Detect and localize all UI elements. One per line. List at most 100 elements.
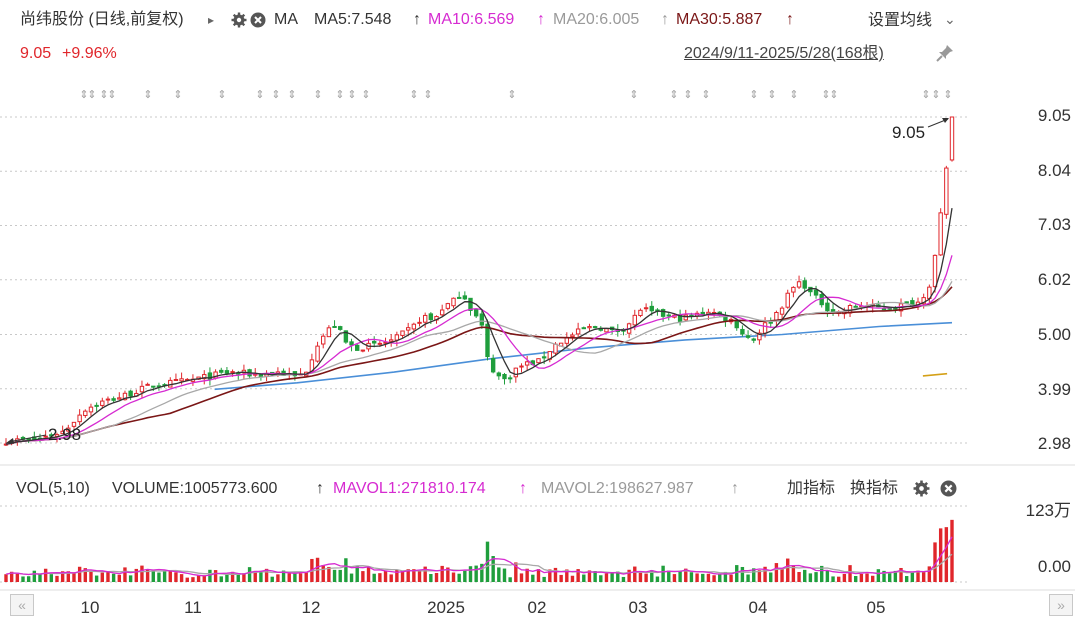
- ma10-arrow-icon: ↑: [537, 11, 545, 28]
- event-marker-icon: ⇕: [347, 89, 356, 101]
- candle-body: [683, 314, 688, 321]
- volume-bar: [372, 573, 376, 582]
- candle-body: [83, 410, 88, 417]
- volume-bar: [247, 567, 252, 582]
- volume-bar: [225, 574, 229, 582]
- candle-body: [762, 322, 768, 334]
- indicator-close-icon[interactable]: [940, 480, 957, 502]
- candle-body: [173, 378, 179, 381]
- event-marker-icon: ⇕: [173, 89, 182, 101]
- candle-body: [105, 398, 111, 401]
- volume-bar: [123, 567, 127, 582]
- candle-body: [779, 307, 785, 315]
- candle-body: [581, 327, 586, 330]
- event-marker-icon: ⇕: [629, 89, 638, 101]
- event-marker-icon: ⇕: [287, 89, 296, 101]
- candle-body: [219, 369, 224, 373]
- volume-bar: [876, 569, 881, 582]
- candle-body: [439, 309, 445, 316]
- indicator-gear-icon[interactable]: [913, 480, 930, 502]
- volume-bar: [100, 572, 104, 582]
- candle-body: [638, 309, 643, 317]
- volume-bar: [769, 572, 773, 582]
- volume-bar: [616, 571, 620, 582]
- candle-body: [666, 314, 671, 317]
- scroll-right-button[interactable]: »: [1049, 594, 1073, 616]
- close-icon[interactable]: [250, 12, 266, 33]
- volume-bar: [417, 571, 422, 582]
- volume-bar: [253, 570, 257, 582]
- switch-indicator-button[interactable]: 换指标: [850, 480, 899, 497]
- candle-body: [179, 378, 184, 382]
- volume-bar: [157, 572, 161, 582]
- pin-icon[interactable]: [936, 44, 954, 67]
- volume-bar: [293, 571, 297, 582]
- candle-body: [490, 358, 496, 373]
- chevron-down-icon[interactable]: ⌄: [944, 11, 956, 27]
- volume-bar: [4, 574, 8, 582]
- volume-bar: [270, 576, 274, 582]
- candle-body: [575, 328, 581, 335]
- volume-bar: [423, 566, 427, 582]
- volume-bar: [298, 573, 303, 582]
- volume-bar: [921, 571, 926, 582]
- candle-body: [502, 374, 507, 380]
- volume-bar: [21, 576, 25, 582]
- candle-body: [791, 286, 796, 293]
- low-arrow-icon: [7, 434, 47, 443]
- volume-bar: [644, 573, 648, 582]
- candle-body: [122, 392, 128, 401]
- mavol2-value: MAVOL2:198627.987: [541, 480, 694, 497]
- candle-body: [751, 338, 756, 341]
- high-arrow-head-icon: [942, 118, 949, 123]
- ma-label: MA: [274, 11, 298, 28]
- volume-bar: [463, 570, 467, 582]
- candle-body: [417, 321, 422, 324]
- event-marker-icon: ⇕: [749, 89, 758, 101]
- volume-bar: [729, 574, 733, 582]
- x-tick-label: 05: [866, 598, 886, 617]
- add-indicator-button[interactable]: 加指标: [787, 480, 836, 497]
- candle-body: [388, 339, 394, 342]
- candle-body: [932, 254, 938, 288]
- candle-body: [536, 358, 541, 364]
- vol-zero-label: 0.00: [1037, 557, 1071, 576]
- event-marker-icon: ⇕: [87, 89, 96, 101]
- gear-icon[interactable]: [231, 12, 247, 33]
- volume-bar: [128, 575, 133, 582]
- stock-name[interactable]: 尚纬股份 (日线,前复权): [20, 11, 184, 28]
- caret-right-icon[interactable]: ▸: [208, 13, 215, 27]
- volume-bar: [60, 571, 65, 582]
- settings-ma-button[interactable]: 设置均线: [868, 12, 933, 29]
- volume-bar: [870, 575, 875, 582]
- ma5-value: MA5:7.548: [314, 11, 392, 28]
- volume-bar: [395, 569, 399, 582]
- volume-bar: [565, 569, 569, 582]
- volume-bar: [43, 568, 48, 582]
- volume-bar: [236, 574, 240, 582]
- volume-bar: [672, 574, 677, 582]
- volume-bar: [106, 571, 110, 582]
- candle-body: [796, 281, 802, 288]
- candle-body: [785, 292, 790, 308]
- event-marker-icon: ⇕: [767, 89, 776, 101]
- volume-bar: [808, 573, 813, 582]
- volume-arrow-icon: ↑: [316, 480, 324, 497]
- candle-body: [321, 335, 326, 345]
- scroll-left-button[interactable]: «: [10, 594, 34, 616]
- ma10-line: [5, 255, 953, 445]
- volume-bar: [633, 566, 637, 582]
- volume-bar: [55, 575, 59, 582]
- volume-bar: [9, 571, 14, 582]
- volume-bar: [191, 577, 195, 582]
- volume-bar: [678, 570, 682, 582]
- volume-bar: [66, 571, 71, 582]
- volume-bar: [786, 558, 790, 582]
- event-marker-icon: ⇕: [271, 89, 280, 101]
- x-tick-label: 02: [527, 598, 547, 617]
- event-marker-icon: ⇕: [669, 89, 678, 101]
- date-range[interactable]: 2024/9/11-2025/5/28(168根): [684, 45, 884, 62]
- event-marker-icon: ⇕: [423, 89, 432, 101]
- candle-body: [411, 323, 417, 330]
